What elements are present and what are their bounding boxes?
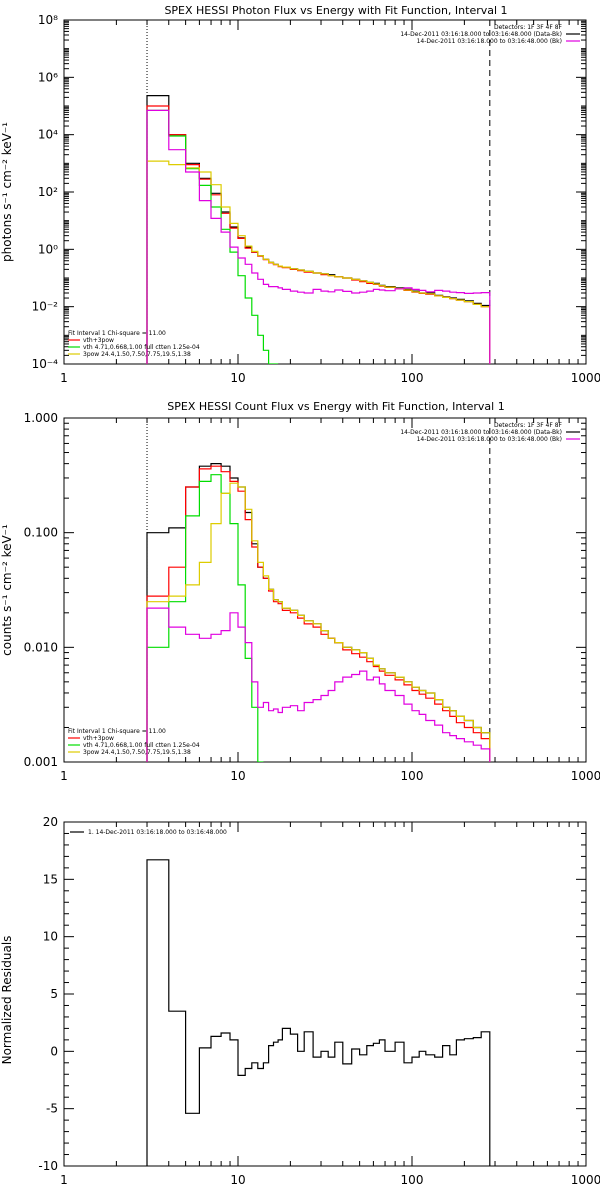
x-tick-label: 100 [401, 769, 424, 783]
count-axis-text: 1 10 100 1000 0.001 0.010 0.100 1.000 [24, 411, 600, 783]
legend-entry: vth+3pow [83, 337, 114, 344]
photon-axis-text: 1 10 100 1000 10⁻⁴ 10⁻² 10⁰ 10² 10⁴ 10⁶ 10⁸ [32, 13, 600, 385]
residuals-legend: 1. 14-Dec-2011 03:16:18.000 to 03:16:48.… [70, 829, 227, 836]
count-plot-frame [63, 417, 587, 763]
series-line-1 [146, 465, 491, 762]
y-tick-label: 5 [50, 987, 58, 1001]
photon-plot-frame [63, 19, 587, 365]
series-line-4 [146, 607, 491, 762]
x-tick-label: 1000 [571, 371, 600, 385]
legend-entry: 3pow 24.4,1.50,7.50,7.75,19.5,1.38 [83, 351, 191, 358]
series-line-0 [146, 463, 491, 762]
legend-entry: Detectors: 1F 3F 4F 8F [494, 422, 563, 429]
y-tick-label: 0.100 [24, 526, 58, 540]
count-panel-title: SPEX HESSI Count Flux vs Energy with Fit… [167, 400, 504, 413]
x-tick-label: 1000 [571, 769, 600, 783]
count-flux-panel: SPEX HESSI Count Flux vs Energy with Fit… [0, 400, 600, 783]
y-tick-label: 15 [43, 872, 58, 886]
series-line-4 [146, 109, 491, 364]
series-line-0 [146, 95, 491, 364]
count-plot-content [63, 418, 586, 763]
legend-entry: 1. 14-Dec-2011 03:16:18.000 to 03:16:48.… [88, 829, 227, 836]
legend-entry: Fit Interval 1 Chi-square = 11.00 [68, 728, 166, 735]
series-line-3 [146, 160, 491, 364]
x-tick-label: 1 [60, 769, 68, 783]
y-tick-label: 10⁰ [38, 242, 58, 256]
y-tick-label: 0.001 [24, 755, 58, 769]
legend-entry: vth 4.71,0.668,1.00 full ctten 1.25e-04 [83, 742, 200, 749]
photon-plot-content [63, 20, 586, 365]
series-line-2 [146, 109, 279, 364]
y-tick-label: 10⁶ [38, 70, 58, 84]
legend-entry: 14-Dec-2011 03:16:18.000 to 03:16:48.000… [400, 31, 562, 38]
y-tick-label: 0.010 [24, 640, 58, 654]
residuals-plot-content [63, 821, 586, 1167]
series-line-2 [146, 474, 264, 762]
series-line-0 [146, 859, 491, 1166]
x-tick-label: 10 [230, 769, 245, 783]
y-tick-label: 0 [50, 1044, 58, 1058]
x-tick-label: 100 [401, 371, 424, 385]
legend-entry: 14-Dec-2011 03:16:18.000 to 03:16:48.000… [417, 436, 562, 443]
photon-panel-title: SPEX HESSI Photon Flux vs Energy with Fi… [164, 4, 507, 17]
x-tick-label: 1 [60, 371, 68, 385]
residuals-axis-text: 1 10 100 1000 -10 -5 0 5 10 15 20 [38, 815, 600, 1187]
x-tick-label: 1000 [571, 1173, 600, 1187]
y-tick-label: -5 [46, 1102, 58, 1116]
y-tick-label: -10 [38, 1159, 58, 1173]
x-tick-label: 100 [401, 1173, 424, 1187]
y-tick-label: 10⁴ [38, 128, 58, 142]
legend-entry: vth+3pow [83, 735, 114, 742]
y-tick-label: 10² [38, 185, 58, 199]
y-tick-label: 10⁻² [32, 300, 59, 314]
legend-entry: vth 4.71,0.668,1.00 full ctten 1.25e-04 [83, 344, 200, 351]
legend-entry: 14-Dec-2011 03:16:18.000 to 03:16:48.000… [417, 38, 562, 45]
x-tick-label: 10 [230, 371, 245, 385]
residuals-y-axis-label: Normalized Residuals [0, 936, 14, 1065]
y-tick-label: 20 [43, 815, 58, 829]
legend-entry: 14-Dec-2011 03:16:18.000 to 03:16:48.000… [400, 429, 562, 436]
y-tick-label: 10⁸ [38, 13, 58, 27]
count-y-axis-label: counts s⁻¹ cm⁻² keV⁻¹ [0, 524, 14, 656]
x-tick-label: 1 [60, 1173, 68, 1187]
photon-y-axis-label: photons s⁻¹ cm⁻² keV⁻¹ [0, 122, 14, 262]
x-tick-label: 10 [230, 1173, 245, 1187]
y-tick-label: 10⁻⁴ [32, 357, 59, 371]
series-line-3 [146, 482, 491, 762]
series-line-1 [146, 105, 491, 364]
y-tick-label: 10 [43, 930, 58, 944]
photon-flux-panel: SPEX HESSI Photon Flux vs Energy with Fi… [0, 4, 600, 385]
legend-entry: Detectors: 1F 3F 4F 8F [494, 24, 563, 31]
legend-entry: Fit Interval 1 Chi-square = 11.00 [68, 330, 166, 337]
residuals-plot-frame [63, 821, 587, 1167]
residuals-panel: Normalized Residuals 1 10 100 1000 -10 -5 0 5 10… [0, 815, 600, 1187]
legend-entry: 3pow 24.4,1.50,7.50,7.75,19.5,1.38 [83, 749, 191, 756]
y-tick-label: 1.000 [24, 411, 58, 425]
